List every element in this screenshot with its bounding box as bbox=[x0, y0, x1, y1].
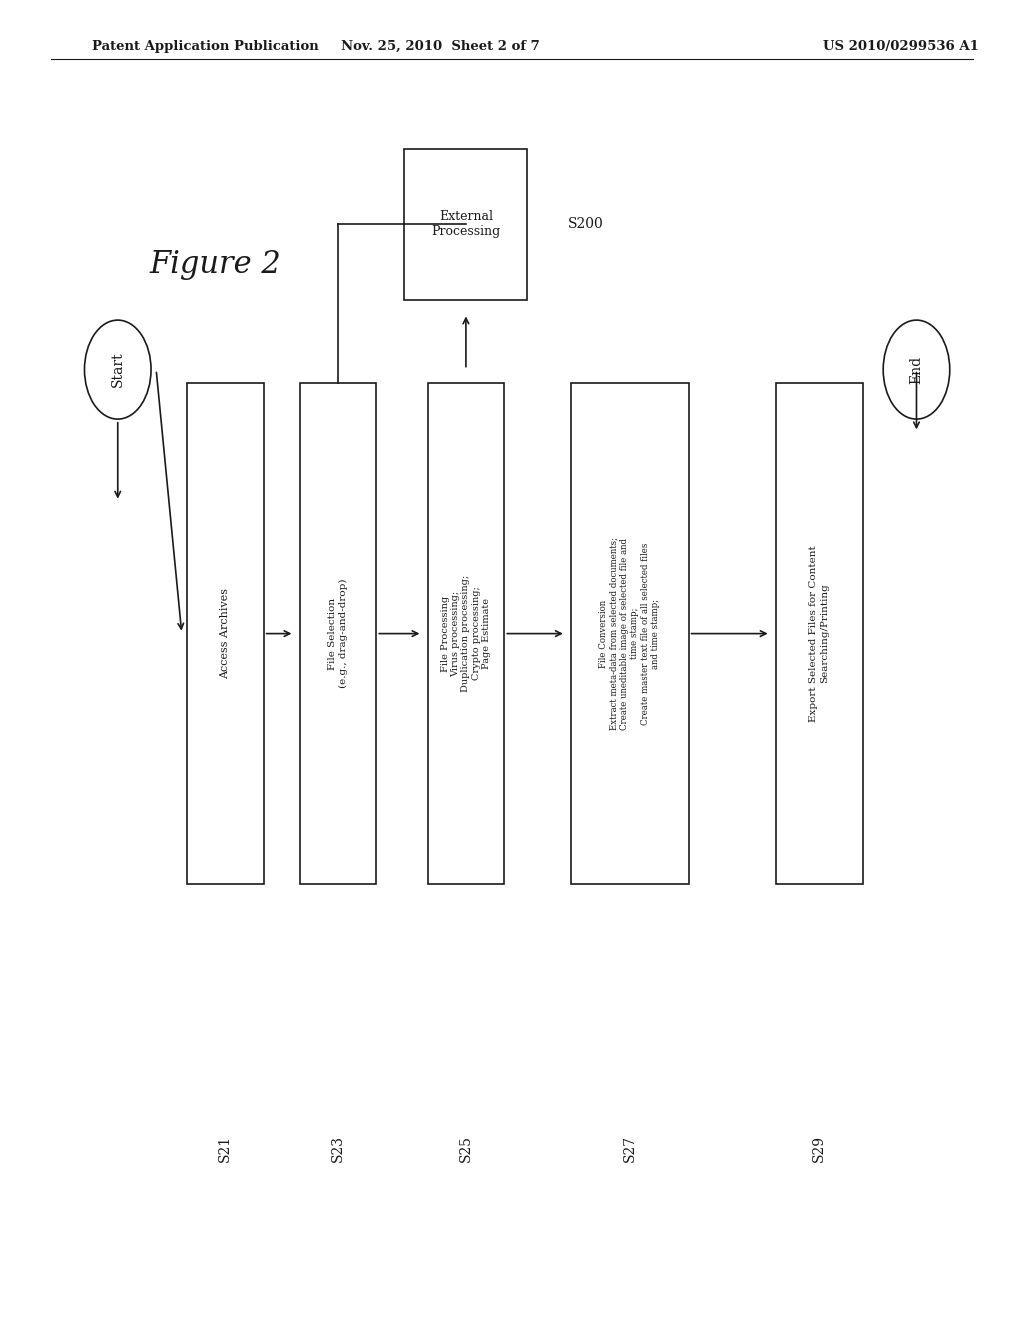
Bar bbox=[428, 383, 505, 884]
Bar bbox=[776, 383, 862, 884]
Bar bbox=[300, 383, 377, 884]
Text: File Conversion
Extract meta-data from selected documents;
Create uneditable ima: File Conversion Extract meta-data from s… bbox=[599, 537, 660, 730]
Text: External
Processing: External Processing bbox=[431, 210, 501, 239]
Text: S21: S21 bbox=[218, 1135, 232, 1162]
Bar bbox=[186, 383, 264, 884]
Text: Start: Start bbox=[111, 352, 125, 387]
Text: File Processing
Virus processing;
Duplication processing;
Crypto processing;
Pag: File Processing Virus processing; Duplic… bbox=[440, 576, 492, 692]
Text: S200: S200 bbox=[568, 218, 604, 231]
Text: US 2010/0299536 A1: US 2010/0299536 A1 bbox=[823, 40, 979, 53]
Text: S25: S25 bbox=[459, 1135, 473, 1162]
Text: Export Selected Files for Content
Searching/Printing: Export Selected Files for Content Search… bbox=[810, 545, 828, 722]
Text: S27: S27 bbox=[623, 1135, 637, 1162]
Text: File Selection
(e.g., drag-and-drop): File Selection (e.g., drag-and-drop) bbox=[328, 579, 348, 688]
Text: Patent Application Publication: Patent Application Publication bbox=[92, 40, 318, 53]
Ellipse shape bbox=[84, 321, 152, 420]
Ellipse shape bbox=[883, 321, 950, 420]
Bar bbox=[404, 149, 527, 301]
Text: S29: S29 bbox=[812, 1135, 826, 1162]
Text: End: End bbox=[909, 355, 924, 384]
Text: Access Archives: Access Archives bbox=[220, 589, 230, 678]
Text: Nov. 25, 2010  Sheet 2 of 7: Nov. 25, 2010 Sheet 2 of 7 bbox=[341, 40, 540, 53]
Text: Figure 2: Figure 2 bbox=[150, 248, 281, 280]
Text: S23: S23 bbox=[331, 1135, 345, 1162]
Bar bbox=[571, 383, 688, 884]
